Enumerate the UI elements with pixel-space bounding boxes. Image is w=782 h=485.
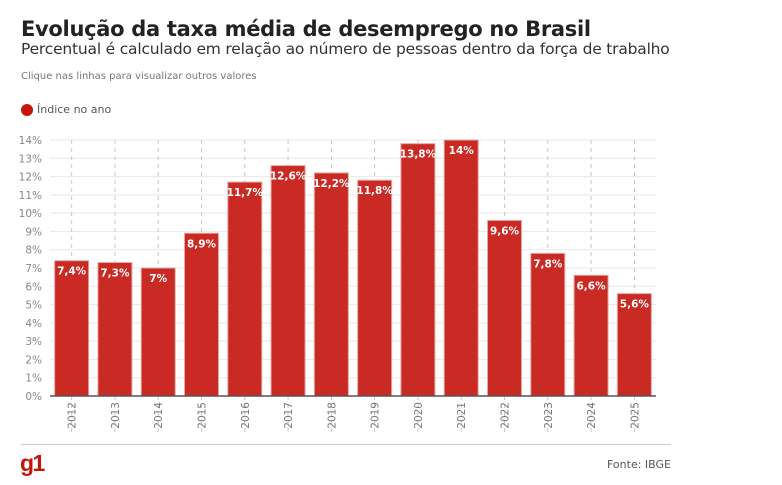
legend-label: Índice no ano xyxy=(37,103,112,116)
y-tick-label: 2% xyxy=(25,354,42,366)
chart-title: Evolução da taxa média de desemprego no … xyxy=(21,17,591,41)
source-note: Fonte: IBGE xyxy=(607,458,671,471)
x-tick-label: 2021 xyxy=(456,402,468,429)
legend[interactable]: Índice no ano xyxy=(21,103,111,116)
bar-value-label: 7,4% xyxy=(57,266,87,278)
bar-2015[interactable] xyxy=(184,232,219,397)
bar-2025[interactable] xyxy=(616,293,652,397)
y-tick-label: 9% xyxy=(25,226,42,238)
interaction-hint: Clique nas linhas para visualizar outros… xyxy=(21,71,257,82)
bar-value-label: 8,9% xyxy=(187,238,217,250)
legend-marker-icon xyxy=(21,103,33,116)
bar-2019[interactable] xyxy=(357,179,393,397)
footer-divider xyxy=(21,444,671,445)
y-tick-label: 6% xyxy=(25,281,42,293)
y-tick-label: 10% xyxy=(19,208,42,220)
bar-2018[interactable] xyxy=(313,172,349,397)
g1-logo: g1 xyxy=(20,450,45,476)
bar-2023[interactable] xyxy=(530,252,566,397)
y-tick-label: 1% xyxy=(25,373,42,385)
bar-value-label: 6,6% xyxy=(577,280,607,292)
x-tick-label: 2015 xyxy=(197,402,209,429)
bar-2022[interactable] xyxy=(487,219,522,397)
x-tick-label: 2016 xyxy=(240,402,252,429)
bar-value-label: 7% xyxy=(149,273,167,285)
bar-value-label: 11,7% xyxy=(227,187,264,199)
bar-2024[interactable] xyxy=(573,274,609,397)
x-tick-label: 2023 xyxy=(543,402,555,429)
bar-value-label: 12,6% xyxy=(270,171,307,183)
chart-subtitle: Percentual é calculado em relação ao núm… xyxy=(21,40,670,58)
bar-2021[interactable] xyxy=(443,139,479,397)
bar-value-label: 7,8% xyxy=(533,258,563,270)
y-tick-label: 11% xyxy=(19,190,42,202)
y-tick-label: 13% xyxy=(19,153,42,165)
y-tick-label: 8% xyxy=(25,245,42,257)
bar-value-label: 14% xyxy=(449,145,475,157)
bar-2014[interactable] xyxy=(140,267,176,397)
bar-2016[interactable] xyxy=(227,181,263,397)
bar-2017[interactable] xyxy=(270,165,306,397)
bar-2013[interactable] xyxy=(97,262,133,397)
bar-value-label: 7,3% xyxy=(100,268,130,280)
x-tick-label: 2017 xyxy=(283,402,295,429)
y-tick-label: 3% xyxy=(25,336,42,348)
y-tick-label: 0% xyxy=(25,391,42,403)
y-tick-label: 4% xyxy=(25,318,42,330)
x-tick-label: 2019 xyxy=(370,402,382,429)
bar-value-label: 12,2% xyxy=(313,178,350,190)
x-tick-label: 2018 xyxy=(326,402,338,429)
bar-value-label: 5,6% xyxy=(620,299,650,311)
x-tick-label: 2014 xyxy=(153,402,165,429)
x-tick-label: 2022 xyxy=(500,402,512,429)
x-tick-label: 2013 xyxy=(110,402,122,429)
x-tick-label: 2012 xyxy=(67,402,79,429)
y-tick-label: 14% xyxy=(19,135,42,147)
x-tick-label: 2024 xyxy=(586,402,598,429)
x-tick-label: 2025 xyxy=(629,402,641,429)
bar-2012[interactable] xyxy=(54,260,90,397)
y-tick-label: 12% xyxy=(19,172,42,184)
bar-2020[interactable] xyxy=(400,143,436,397)
bar-value-label: 11,8% xyxy=(356,185,393,197)
y-tick-label: 7% xyxy=(25,263,42,275)
bar-value-label: 13,8% xyxy=(400,149,437,161)
y-tick-label: 5% xyxy=(25,300,42,312)
x-tick-label: 2020 xyxy=(413,402,425,429)
bar-value-label: 9,6% xyxy=(490,225,520,237)
